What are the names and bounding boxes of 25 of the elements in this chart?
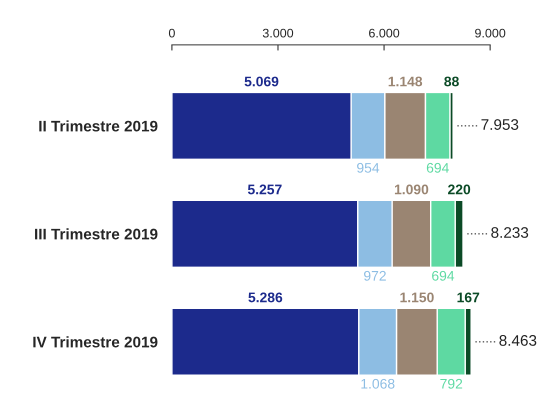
data-label: 5.286 <box>248 292 282 302</box>
data-label: 1.090 <box>394 184 428 194</box>
data-label: 972 <box>364 270 386 281</box>
x-tick-label: 0 <box>168 28 175 38</box>
total-label: 8.233 <box>491 227 528 238</box>
data-label: 167 <box>457 292 480 302</box>
data-label: 5.069 <box>244 76 278 86</box>
total-label: 7.953 <box>481 119 518 130</box>
data-label: 1.148 <box>388 76 422 86</box>
data-label: 694 <box>432 270 454 281</box>
data-label: 220 <box>448 184 470 194</box>
y-tick-label: II Trimestre 2019 <box>39 120 158 132</box>
data-label: 88 <box>444 76 459 86</box>
x-tick-label: 3.000 <box>262 28 294 38</box>
x-tick-label: 9.000 <box>475 28 506 38</box>
data-label: 694 <box>426 162 449 173</box>
y-tick-label: III Trimestre 2019 <box>35 228 158 240</box>
data-label: 1.068 <box>361 378 394 389</box>
x-tick-label: 6.000 <box>369 28 400 38</box>
y-tick-label: IV Trimestre 2019 <box>33 336 158 348</box>
data-label: 792 <box>440 378 462 389</box>
data-label: 954 <box>357 162 380 173</box>
data-label: 5.257 <box>248 184 282 194</box>
data-label: 1.150 <box>400 292 434 302</box>
total-label: 8.463 <box>499 335 536 346</box>
